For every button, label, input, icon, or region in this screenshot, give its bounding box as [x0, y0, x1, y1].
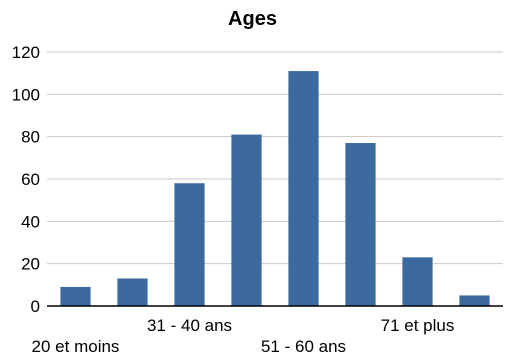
- y-tick-label: 60: [21, 170, 40, 189]
- bar-4: [288, 71, 319, 306]
- y-tick-label: 0: [31, 297, 40, 316]
- y-tick-label: 80: [21, 128, 40, 147]
- chart-title: Ages: [228, 8, 277, 30]
- y-tick-label: 100: [12, 85, 40, 104]
- bar-0: [60, 286, 91, 306]
- bar-6: [402, 257, 433, 306]
- y-tick-label: 120: [12, 43, 40, 62]
- bar-1: [117, 278, 148, 306]
- bar-2: [174, 183, 205, 306]
- y-tick-label: 40: [21, 212, 40, 231]
- x-tick-label: 71 et plus: [381, 316, 455, 335]
- y-tick-label: 20: [21, 255, 40, 274]
- x-tick-label: 31 - 40 ans: [147, 316, 232, 335]
- bar-5: [345, 143, 376, 306]
- bar-7: [459, 295, 490, 306]
- x-tick-label: 51 - 60 ans: [261, 337, 346, 354]
- x-tick-label: 20 et moins: [32, 337, 120, 354]
- bar-3: [231, 134, 262, 306]
